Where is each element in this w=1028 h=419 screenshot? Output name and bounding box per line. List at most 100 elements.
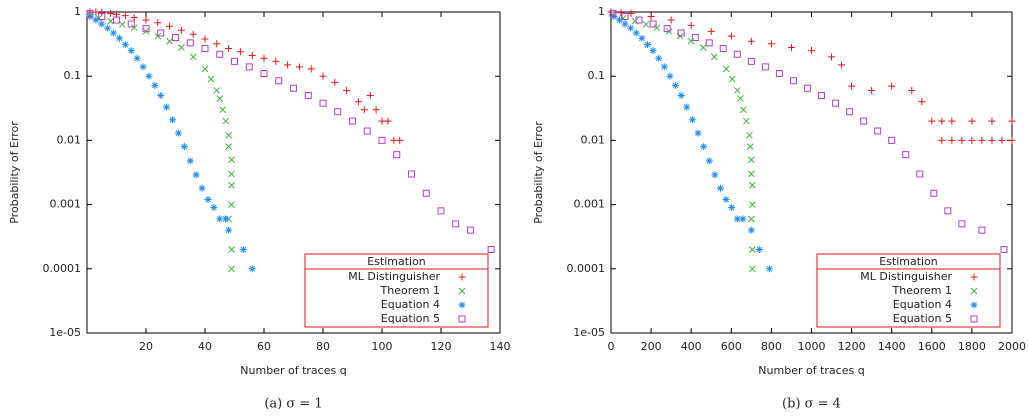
data-point [177,26,185,34]
data-point [617,9,625,17]
data-point [747,170,755,178]
data-point [157,92,165,100]
data-point [201,45,209,53]
data-point [139,63,147,71]
data-point [677,29,685,37]
data-point [615,16,623,24]
data-point [748,265,756,273]
data-point [225,45,233,53]
data-point [166,22,174,30]
legend-marker [458,301,466,309]
data-point [228,265,235,273]
x-tick-label: 1600 [918,340,946,353]
data-point [716,184,724,192]
data-point [98,13,106,21]
data-point [198,184,206,192]
legend-label: Equation 5 [381,312,440,325]
data-point [142,25,150,33]
data-point [747,156,755,164]
data-point [719,45,727,53]
data-point [988,136,996,144]
data-point [228,156,235,164]
data-point [660,63,668,71]
data-point [748,201,756,208]
data-point [888,136,896,144]
y-tick-label: 0.01 [57,133,82,146]
legend-marker [458,315,466,323]
y-tick-label: 0.001 [574,198,606,211]
data-point [748,246,756,253]
series [86,8,404,144]
y-axis-label: Probability of Error [8,121,21,224]
data-point [216,50,224,58]
data-point [948,136,956,144]
data-point [210,204,218,212]
y-axis-label: Probability of Error [532,121,545,224]
data-point [228,246,235,253]
data-point [113,16,120,24]
data-point [848,82,856,90]
data-point [938,117,946,125]
data-point [186,157,194,165]
data-point [172,34,179,42]
plot-frame [86,11,501,334]
data-point [393,151,401,159]
data-point [733,50,741,58]
data-point [119,21,126,28]
data-point [747,215,755,223]
data-point [360,106,368,114]
data-point [178,44,185,51]
data-point [174,129,182,137]
data-point [748,181,756,189]
data-point [722,196,730,204]
data-point [239,245,247,253]
data-point [707,27,715,35]
y-tick-label: 1e-05 [573,326,605,339]
data-point [739,215,747,223]
legend-marker [970,287,978,295]
data-point [663,25,671,33]
data-point [307,65,315,73]
series [610,13,773,273]
data-point [213,87,221,94]
data-point [189,53,197,61]
data-point [130,14,138,22]
data-point [228,170,235,178]
data-point [874,127,882,135]
data-point [343,86,351,94]
x-tick-label: 2000 [998,340,1026,353]
legend-marker [970,273,978,281]
data-point [728,204,736,212]
data-point [691,34,699,42]
data-point [378,117,386,125]
y-tick-label: 0.0001 [567,262,606,275]
data-point [110,29,118,37]
data-point [1008,136,1016,144]
data-point [142,16,150,24]
caption: (b) σ = 4 [782,397,841,412]
data-point [736,95,744,102]
data-point [968,136,976,144]
series [86,13,256,273]
data-point [422,189,430,197]
data-point [694,129,702,137]
data-point [787,43,795,51]
data-point [452,220,460,228]
data-point [928,117,936,125]
data-point [228,181,235,189]
data-point [755,245,763,253]
x-tick-label: 800 [761,340,782,353]
data-point [157,29,165,37]
data-point [687,37,695,45]
x-tick-label: 60 [257,340,271,353]
data-point [711,171,719,179]
data-point [92,16,100,24]
y-tick-label: 0.001 [50,198,82,211]
data-point [944,207,952,215]
y-tick-label: 0.01 [581,133,606,146]
data-point [180,143,188,151]
data-point [121,12,129,20]
data-point [366,92,374,100]
x-axis-label: Number of traces q [758,364,864,377]
